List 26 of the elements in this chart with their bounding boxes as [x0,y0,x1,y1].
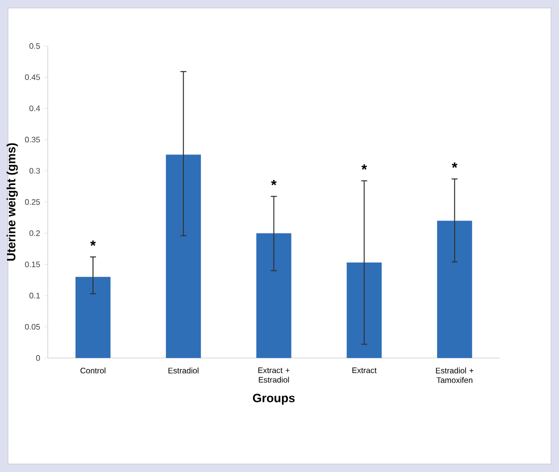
y-tick-label: 0.45 [25,74,40,80]
x-tick-label: Estradiol [168,368,198,374]
annotation: * [452,162,458,168]
annotation: * [271,180,277,186]
y-tick-label: 0.05 [25,324,40,330]
y-tick-label: 0 [36,355,40,361]
y-tick-label: 0.3 [29,168,40,174]
x-tick-label: Estradiol + Tamoxifen [436,368,474,383]
x-tick-label: Extract [352,368,377,374]
y-tick-label: 0.5 [29,43,40,49]
annotation: * [90,240,96,246]
x-axis-title: Groups [252,394,295,405]
y-axis-title: Uterine weight (gms) [6,143,18,261]
x-tick-label: Control [80,368,106,374]
y-tick-label: 0.25 [25,199,40,205]
bar [166,154,201,358]
y-tick-label: 0.35 [25,136,40,142]
annotation: * [361,164,367,170]
bar [437,220,472,358]
bar [256,233,292,358]
y-tick-label: 0.15 [25,262,40,268]
y-tick-label: 0.1 [29,292,40,298]
bar [76,276,111,358]
y-tick-label: 0.2 [29,230,40,236]
x-tick-label: Extract + Estradiol [258,368,290,383]
y-tick-label: 0.4 [29,106,40,112]
